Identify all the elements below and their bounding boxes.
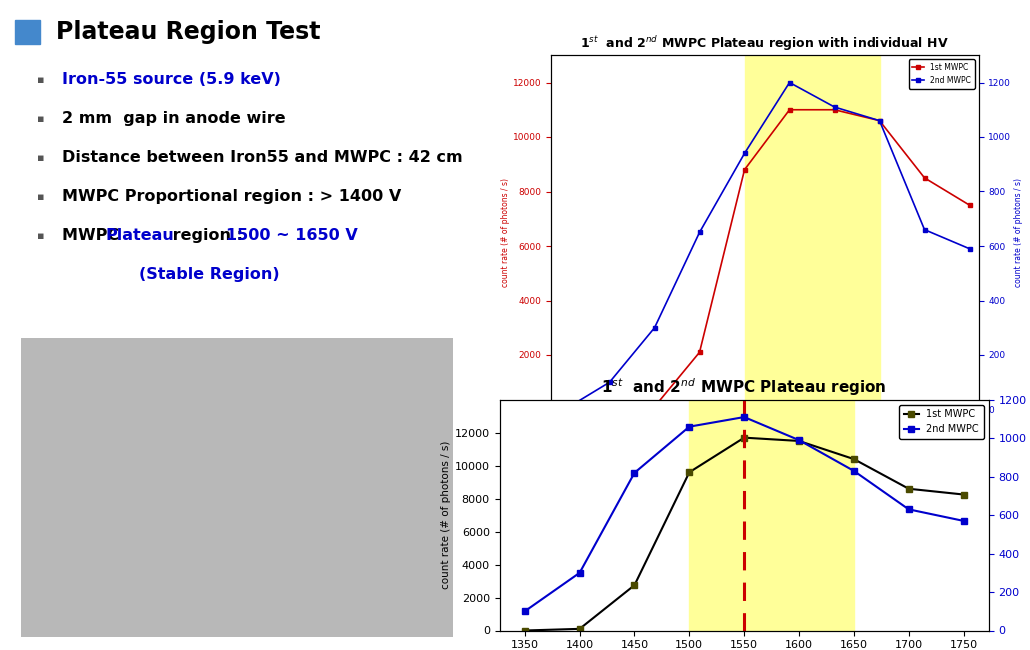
Text: ▪: ▪ — [37, 114, 45, 124]
2nd MWPC — [848, 467, 860, 474]
2nd MWPC — [958, 517, 970, 525]
Legend: 1st MWPC, 2nd MWPC: 1st MWPC, 2nd MWPC — [908, 59, 974, 88]
1st MWPC — [793, 437, 805, 445]
Text: MWPC: MWPC — [63, 228, 126, 243]
1st MWPC — [902, 485, 915, 493]
1st MWPC — [574, 625, 586, 632]
FancyBboxPatch shape — [14, 20, 40, 44]
Line: 2nd MWPC: 2nd MWPC — [521, 413, 967, 615]
2nd MWPC — [628, 469, 641, 476]
2nd MWPC — [574, 569, 586, 577]
2nd MWPC — [518, 607, 530, 615]
Text: 2 mm  gap in anode wire: 2 mm gap in anode wire — [63, 111, 286, 126]
Text: Plateau: Plateau — [105, 228, 174, 243]
Text: (Stable Region): (Stable Region) — [139, 267, 280, 282]
Text: ▪: ▪ — [37, 75, 45, 84]
1st MWPC — [848, 455, 860, 463]
Line: 1st MWPC: 1st MWPC — [521, 434, 967, 634]
Text: region :: region : — [167, 228, 248, 243]
Text: Plateau Region Test: Plateau Region Test — [56, 21, 320, 44]
1st MWPC — [958, 491, 970, 499]
2nd MWPC — [737, 413, 750, 421]
Bar — [689, 400, 854, 630]
Text: ▪: ▪ — [37, 231, 45, 240]
Text: Distance between Iron55 and MWPC : 42 cm: Distance between Iron55 and MWPC : 42 cm — [63, 150, 464, 165]
1st MWPC — [628, 581, 641, 589]
Title: 1$^{st}$  and 2$^{nd}$ MWPC Plateau region with individual HV: 1$^{st}$ and 2$^{nd}$ MWPC Plateau regio… — [581, 34, 949, 53]
Legend: 1st MWPC, 2nd MWPC: 1st MWPC, 2nd MWPC — [899, 404, 984, 439]
Title: 1$^{st}$  and 2$^{nd}$ MWPC Plateau region: 1$^{st}$ and 2$^{nd}$ MWPC Plateau regio… — [602, 376, 887, 398]
Y-axis label: count rate (# of photons / s): count rate (# of photons / s) — [441, 441, 450, 590]
Text: ▪: ▪ — [37, 192, 45, 202]
Y-axis label: count rate (# of photons / s): count rate (# of photons / s) — [501, 178, 510, 287]
X-axis label: High Voltage (V): High Voltage (V) — [728, 431, 801, 440]
Y-axis label: count rate (# of photons / s): count rate (# of photons / s) — [1014, 178, 1023, 287]
Text: MWPC Proportional region : > 1400 V: MWPC Proportional region : > 1400 V — [63, 189, 402, 204]
2nd MWPC — [683, 422, 695, 430]
Text: ▪: ▪ — [37, 153, 45, 162]
2nd MWPC — [793, 436, 805, 444]
Bar — [745, 55, 880, 410]
1st MWPC — [683, 469, 695, 476]
1st MWPC — [737, 434, 750, 441]
Text: 1500 ~ 1650 V: 1500 ~ 1650 V — [226, 228, 357, 243]
2nd MWPC — [902, 506, 915, 514]
Text: Iron-55 source (5.9 keV): Iron-55 source (5.9 keV) — [63, 72, 281, 87]
1st MWPC — [518, 627, 530, 634]
